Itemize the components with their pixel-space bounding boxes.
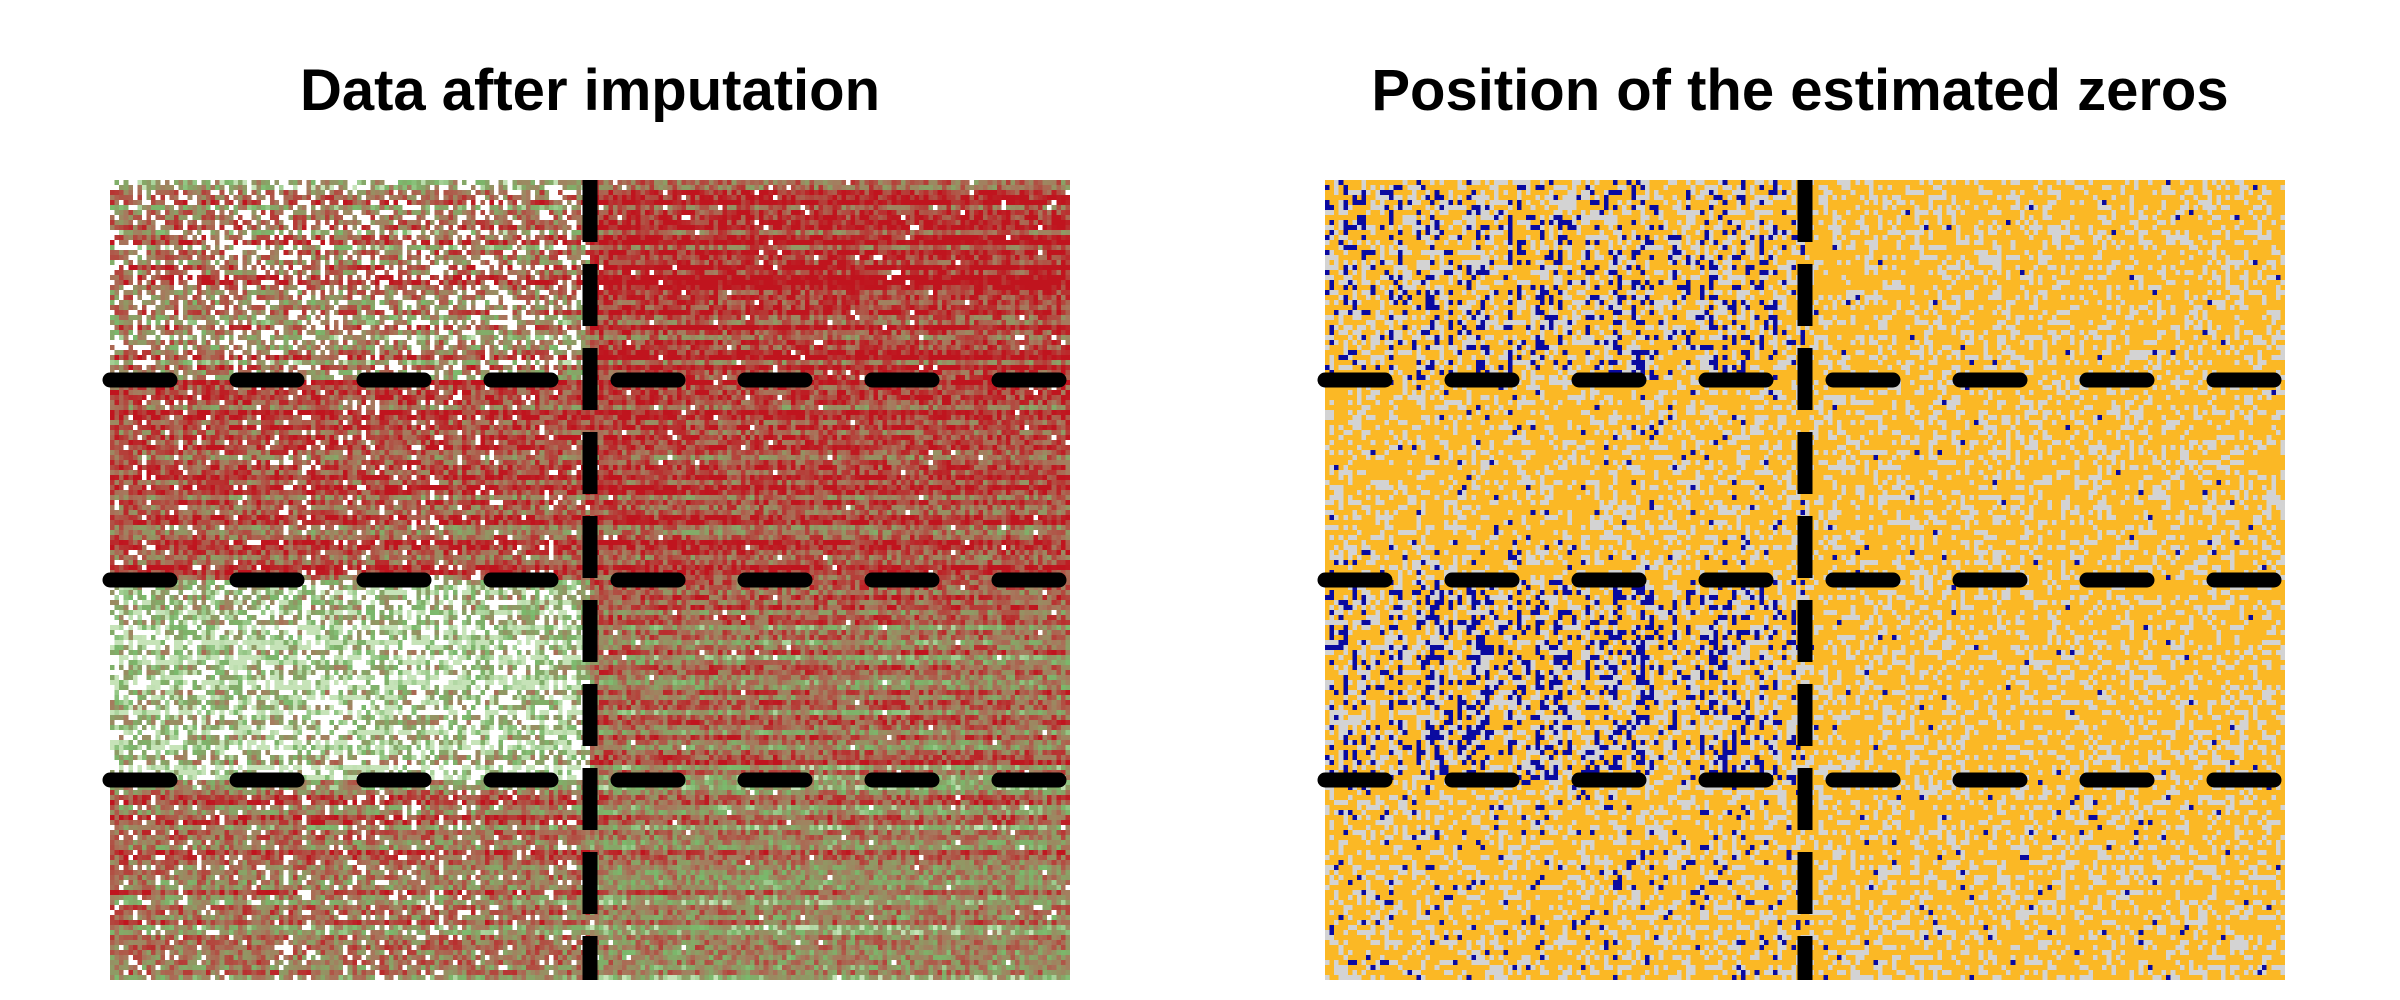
partition-lines-estimated-zeros [1317, 180, 2293, 980]
heatmap-panel-estimated-zeros: Position of the estimated zeros [1317, 58, 2293, 980]
partition-lines-imputed [102, 180, 1078, 980]
heatmap-panel-imputed: Data after imputation [102, 58, 1078, 980]
title-imputed: Data after imputation [300, 58, 880, 123]
title-estimated-zeros: Position of the estimated zeros [1371, 58, 2228, 123]
